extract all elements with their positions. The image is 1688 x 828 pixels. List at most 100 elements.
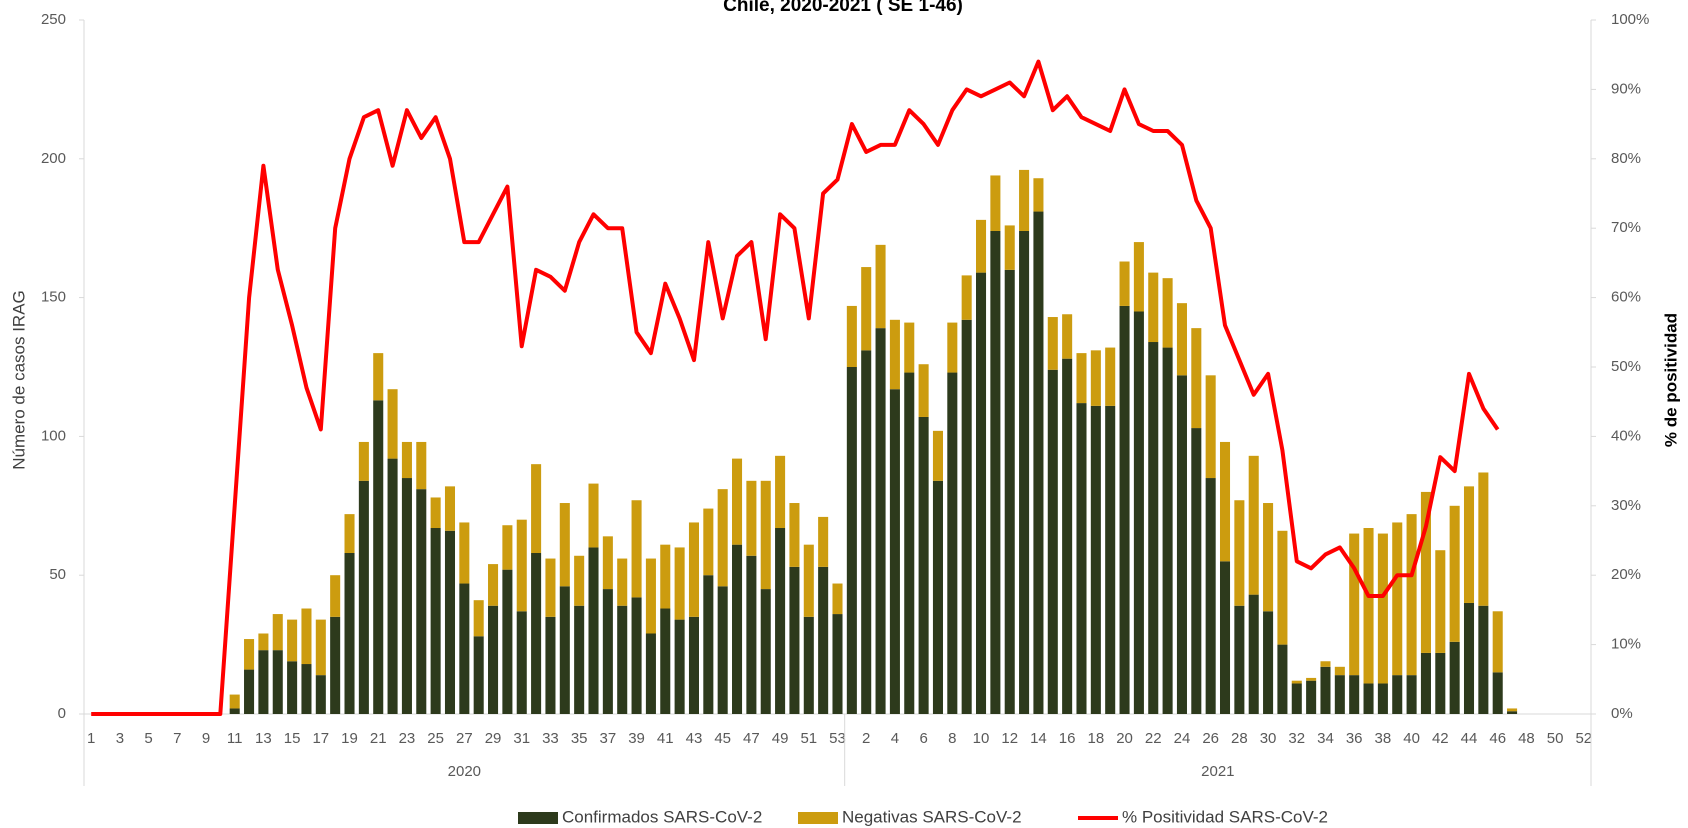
bar [444,530,456,714]
y-tick-label: 150 [41,289,66,306]
bar [1291,683,1302,714]
bar [344,514,355,553]
bar [1248,455,1259,595]
bar [1306,680,1317,714]
y2-tick-label: 0% [1611,705,1633,722]
bar [1133,311,1144,714]
bar [1320,666,1331,714]
bar [976,272,987,714]
legend-swatch [798,812,838,824]
y2-tick-label: 50% [1611,358,1641,375]
bar [545,616,556,714]
bar [1119,261,1130,306]
y2-tick-label: 100% [1611,11,1649,28]
bar [1004,225,1015,270]
x-tick-label: 3 [116,730,124,747]
bar [301,608,312,665]
x-tick-label: 25 [427,730,444,747]
bar [1148,272,1159,343]
legend-label: Negativas SARS-CoV-2 [842,807,1022,826]
y2-axis-title: % de positividad [1661,313,1680,447]
bar [760,589,771,714]
bar [1306,677,1317,681]
x-tick-label: 24 [1174,730,1191,747]
bar [588,483,599,548]
bar [760,480,771,590]
x-tick-label: 18 [1087,730,1104,747]
bar [1033,178,1044,212]
bar [287,661,298,714]
bar [301,664,312,714]
bar [1363,528,1374,684]
bar [1205,375,1216,479]
bar [889,389,900,714]
bar [287,619,298,662]
bar [861,350,872,714]
bar [775,455,786,529]
x-tick-label: 6 [919,730,927,747]
bar [444,486,456,531]
x-tick-label: 45 [714,730,731,747]
bar [1119,305,1130,714]
bar [1435,550,1446,653]
bar [401,478,412,714]
bar [846,367,857,714]
x-tick-label: 2 [862,730,870,747]
bar [1420,491,1431,653]
bar [789,566,800,714]
bar [832,614,843,714]
bar [1334,675,1345,714]
bar [1406,675,1417,714]
bar [645,633,656,714]
bar [502,525,513,570]
bar [918,364,929,417]
bar [387,389,398,459]
bar [1033,211,1044,714]
x-tick-label: 36 [1346,730,1363,747]
x-tick-label: 30 [1260,730,1277,747]
bar [889,319,900,390]
x-tick-label: 51 [800,730,817,747]
bar [688,522,699,617]
bar [674,619,685,714]
bar [818,516,829,567]
x-tick-label: 9 [202,730,210,747]
x-tick-label: 23 [399,730,416,747]
bar [732,544,743,714]
bar [1435,652,1446,714]
y-tick-label: 250 [41,11,66,28]
bar [258,650,269,714]
x-tick-label: 34 [1317,730,1334,747]
bar [832,583,843,615]
x-tick-label: 20 [1116,730,1133,747]
legend-label: Confirmados SARS-CoV-2 [562,807,762,826]
bar [229,708,240,714]
x-tick-label: 14 [1030,730,1047,747]
bar [846,305,857,367]
bar [875,244,886,329]
x-tick-label: 5 [144,730,152,747]
bar [430,497,441,529]
bar [990,230,1001,714]
x-tick-label: 48 [1518,730,1535,747]
bar [1363,683,1374,714]
bar [1076,353,1087,404]
y2-tick-label: 20% [1611,566,1641,583]
bar [1463,486,1475,603]
bar [1492,672,1503,714]
bar [1105,405,1116,714]
bar [1463,602,1475,714]
bar [244,639,255,670]
bar [602,589,613,714]
bar [401,441,412,479]
bar [1449,641,1460,714]
bar [1478,605,1489,714]
y2-tick-label: 80% [1611,150,1641,167]
bar [1492,611,1503,673]
x-tick-label: 47 [743,730,760,747]
bar [330,575,341,617]
y2-tick-label: 30% [1611,497,1641,514]
bar [818,566,829,714]
